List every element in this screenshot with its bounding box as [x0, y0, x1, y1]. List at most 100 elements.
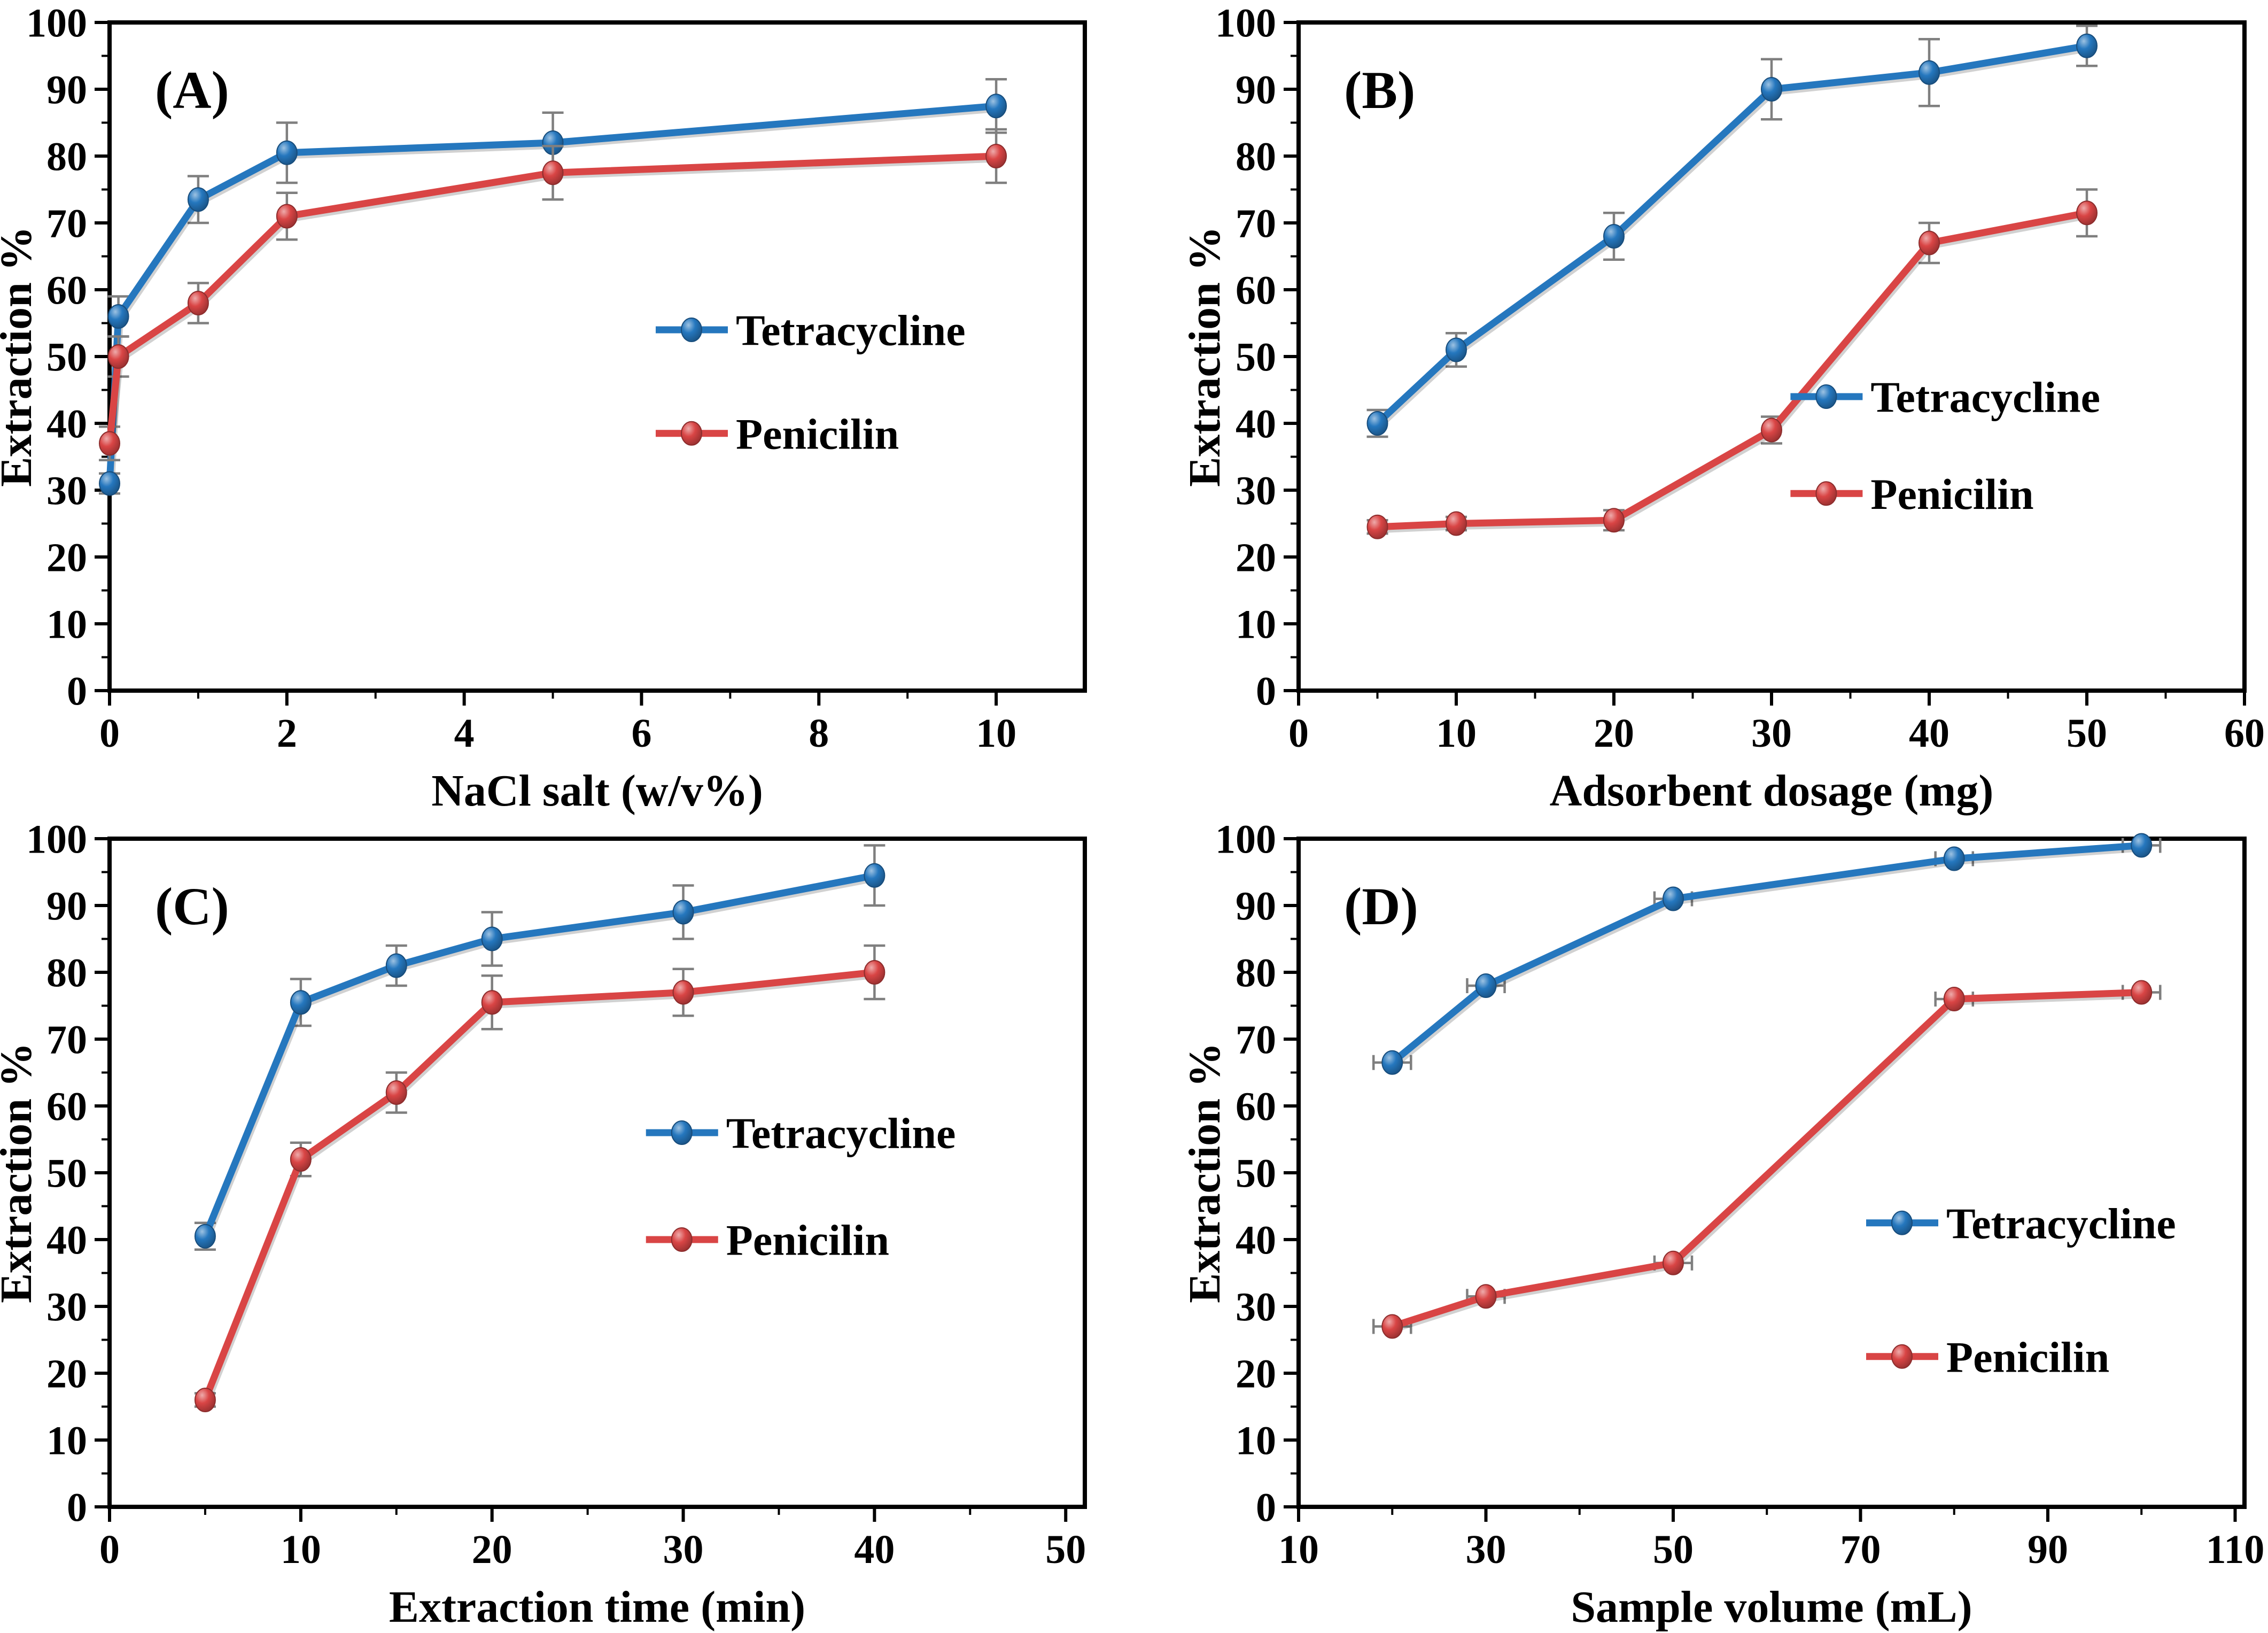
x-axis-tick-label: 10 — [976, 711, 1016, 756]
data-point-penicilin — [99, 431, 120, 456]
y-axis-tick-label: 50 — [46, 335, 87, 380]
y-axis-tick-label: 40 — [46, 1218, 87, 1263]
y-axis-tick-label: 40 — [1236, 1218, 1276, 1263]
data-point-tetracycline — [672, 900, 694, 925]
data-point-tetracycline — [1381, 1050, 1403, 1075]
x-axis-tick-label: 110 — [2206, 1527, 2265, 1572]
legend-marker-tetracycline — [1815, 384, 1837, 409]
data-point-tetracycline — [985, 94, 1007, 119]
series-line-penicilin — [201, 969, 875, 1402]
y-axis-tick-label: 90 — [46, 884, 87, 929]
legend-marker-penicilin — [1815, 481, 1837, 506]
x-axis-tick-label: 40 — [1909, 711, 1949, 756]
series-line-penicilin — [1391, 989, 2142, 1330]
y-axis-tick-label: 90 — [1236, 68, 1276, 113]
y-axis-tick-label: 40 — [1236, 402, 1276, 447]
data-point-tetracycline — [1919, 60, 1940, 85]
data-point-penicilin — [481, 990, 503, 1015]
data-point-tetracycline — [1366, 411, 1388, 436]
legend-marker-penicilin — [681, 421, 702, 446]
data-point-tetracycline — [1446, 337, 1467, 362]
plot-border — [107, 20, 1087, 693]
data-point-tetracycline — [107, 304, 129, 329]
data-point-tetracycline — [385, 953, 407, 978]
data-point-penicilin — [187, 291, 209, 315]
x-axis-tick-label: 50 — [2067, 711, 2107, 756]
series-line-shadow-penicilin — [1393, 992, 2143, 1333]
data-point-penicilin — [1381, 1314, 1403, 1339]
y-axis-title: Extraction % — [0, 226, 41, 487]
data-point-penicilin — [985, 144, 1007, 168]
series-line-tetracycline — [1390, 842, 2142, 1065]
data-point-tetracycline — [1475, 973, 1497, 998]
legend-label-penicilin: Penicilin — [736, 409, 899, 458]
y-axis-tick-label: 10 — [46, 602, 87, 647]
data-point-penicilin — [107, 344, 129, 369]
panel-letter: (D) — [1344, 877, 1418, 936]
legend-label-penicilin: Penicilin — [1946, 1333, 2109, 1381]
data-point-tetracycline — [481, 926, 503, 951]
legend-label-tetracycline: Tetracycline — [726, 1109, 956, 1158]
plot-border — [1296, 20, 2247, 693]
x-axis-tick-label: 2 — [277, 711, 297, 756]
y-axis-tick-label: 100 — [1215, 1, 1276, 46]
y-axis-title: Extraction % — [0, 1042, 41, 1303]
data-point-penicilin — [385, 1080, 407, 1105]
y-axis-tick-label: 20 — [46, 536, 87, 581]
y-axis-tick-label: 70 — [1236, 202, 1276, 246]
y-axis-tick-label: 70 — [46, 1018, 87, 1063]
x-axis-title: Sample volume (mL) — [1571, 1582, 1972, 1632]
panel-b-adsorbent-dosage-chart: 0 10 20 30 40 50 60 70 80 90 100 0 10 20 30 40 50 60 Adsor… — [1180, 1, 2265, 816]
y-axis-tick-label: 50 — [1236, 335, 1276, 380]
y-axis-tick-label: 40 — [46, 402, 87, 447]
legend-label-tetracycline: Tetracycline — [736, 306, 966, 355]
data-point-penicilin — [2076, 200, 2098, 226]
panel-letter: (C) — [155, 877, 229, 936]
x-axis-tick-label: 0 — [1288, 711, 1309, 756]
y-axis-tick-label: 30 — [1236, 469, 1276, 514]
y-axis-tick-label: 70 — [46, 202, 87, 246]
y-axis-tick-label: 30 — [46, 469, 87, 514]
legend-marker-tetracycline — [1891, 1210, 1913, 1235]
x-axis-tick-label: 10 — [1278, 1527, 1319, 1572]
data-point-tetracycline — [864, 863, 886, 888]
series-line-tetracycline — [201, 872, 875, 1238]
data-point-penicilin — [1662, 1250, 1684, 1275]
legend-label-tetracycline: Tetracycline — [1946, 1199, 2176, 1248]
x-axis-tick-label: 0 — [99, 1527, 120, 1572]
data-point-penicilin — [1603, 508, 1625, 533]
x-axis-tick-label: 50 — [1653, 1527, 1694, 1572]
x-axis-tick-label: 30 — [1751, 711, 1792, 756]
x-axis-tick-label: 6 — [631, 711, 651, 756]
plot-border — [107, 837, 1087, 1509]
data-point-penicilin — [1943, 987, 1965, 1011]
x-axis-tick-label: 90 — [2028, 1527, 2068, 1572]
x-axis-title: NaCl salt (w/v%) — [431, 766, 763, 816]
y-axis-tick-label: 70 — [1236, 1018, 1276, 1063]
y-axis-tick-label: 100 — [26, 817, 87, 862]
y-axis-tick-label: 30 — [46, 1285, 87, 1330]
x-axis-tick-label: 20 — [1594, 711, 1634, 756]
x-axis-tick-label: 70 — [1840, 1527, 1881, 1572]
y-axis-tick-label: 100 — [26, 1, 87, 46]
series-line-shadow-penicilin — [107, 155, 998, 447]
series-line-penicilin — [1377, 209, 2088, 531]
x-axis-tick-label: 40 — [854, 1527, 895, 1572]
y-axis-title: Extraction % — [1180, 226, 1230, 487]
data-point-penicilin — [1475, 1284, 1497, 1309]
y-axis-title: Extraction % — [1180, 1042, 1230, 1303]
data-point-penicilin — [276, 204, 298, 229]
y-axis-tick-label: 60 — [1236, 268, 1276, 313]
data-point-penicilin — [1366, 514, 1388, 539]
data-point-penicilin — [1761, 417, 1782, 443]
legend-label-tetracycline: Tetracycline — [1870, 373, 2100, 422]
data-point-tetracycline — [1761, 77, 1782, 102]
y-axis-tick-label: 0 — [1256, 1485, 1276, 1530]
legend-marker-tetracycline — [671, 1120, 693, 1145]
data-point-tetracycline — [194, 1224, 216, 1249]
x-axis-tick-label: 8 — [809, 711, 829, 756]
y-axis-tick-label: 100 — [1215, 817, 1276, 862]
